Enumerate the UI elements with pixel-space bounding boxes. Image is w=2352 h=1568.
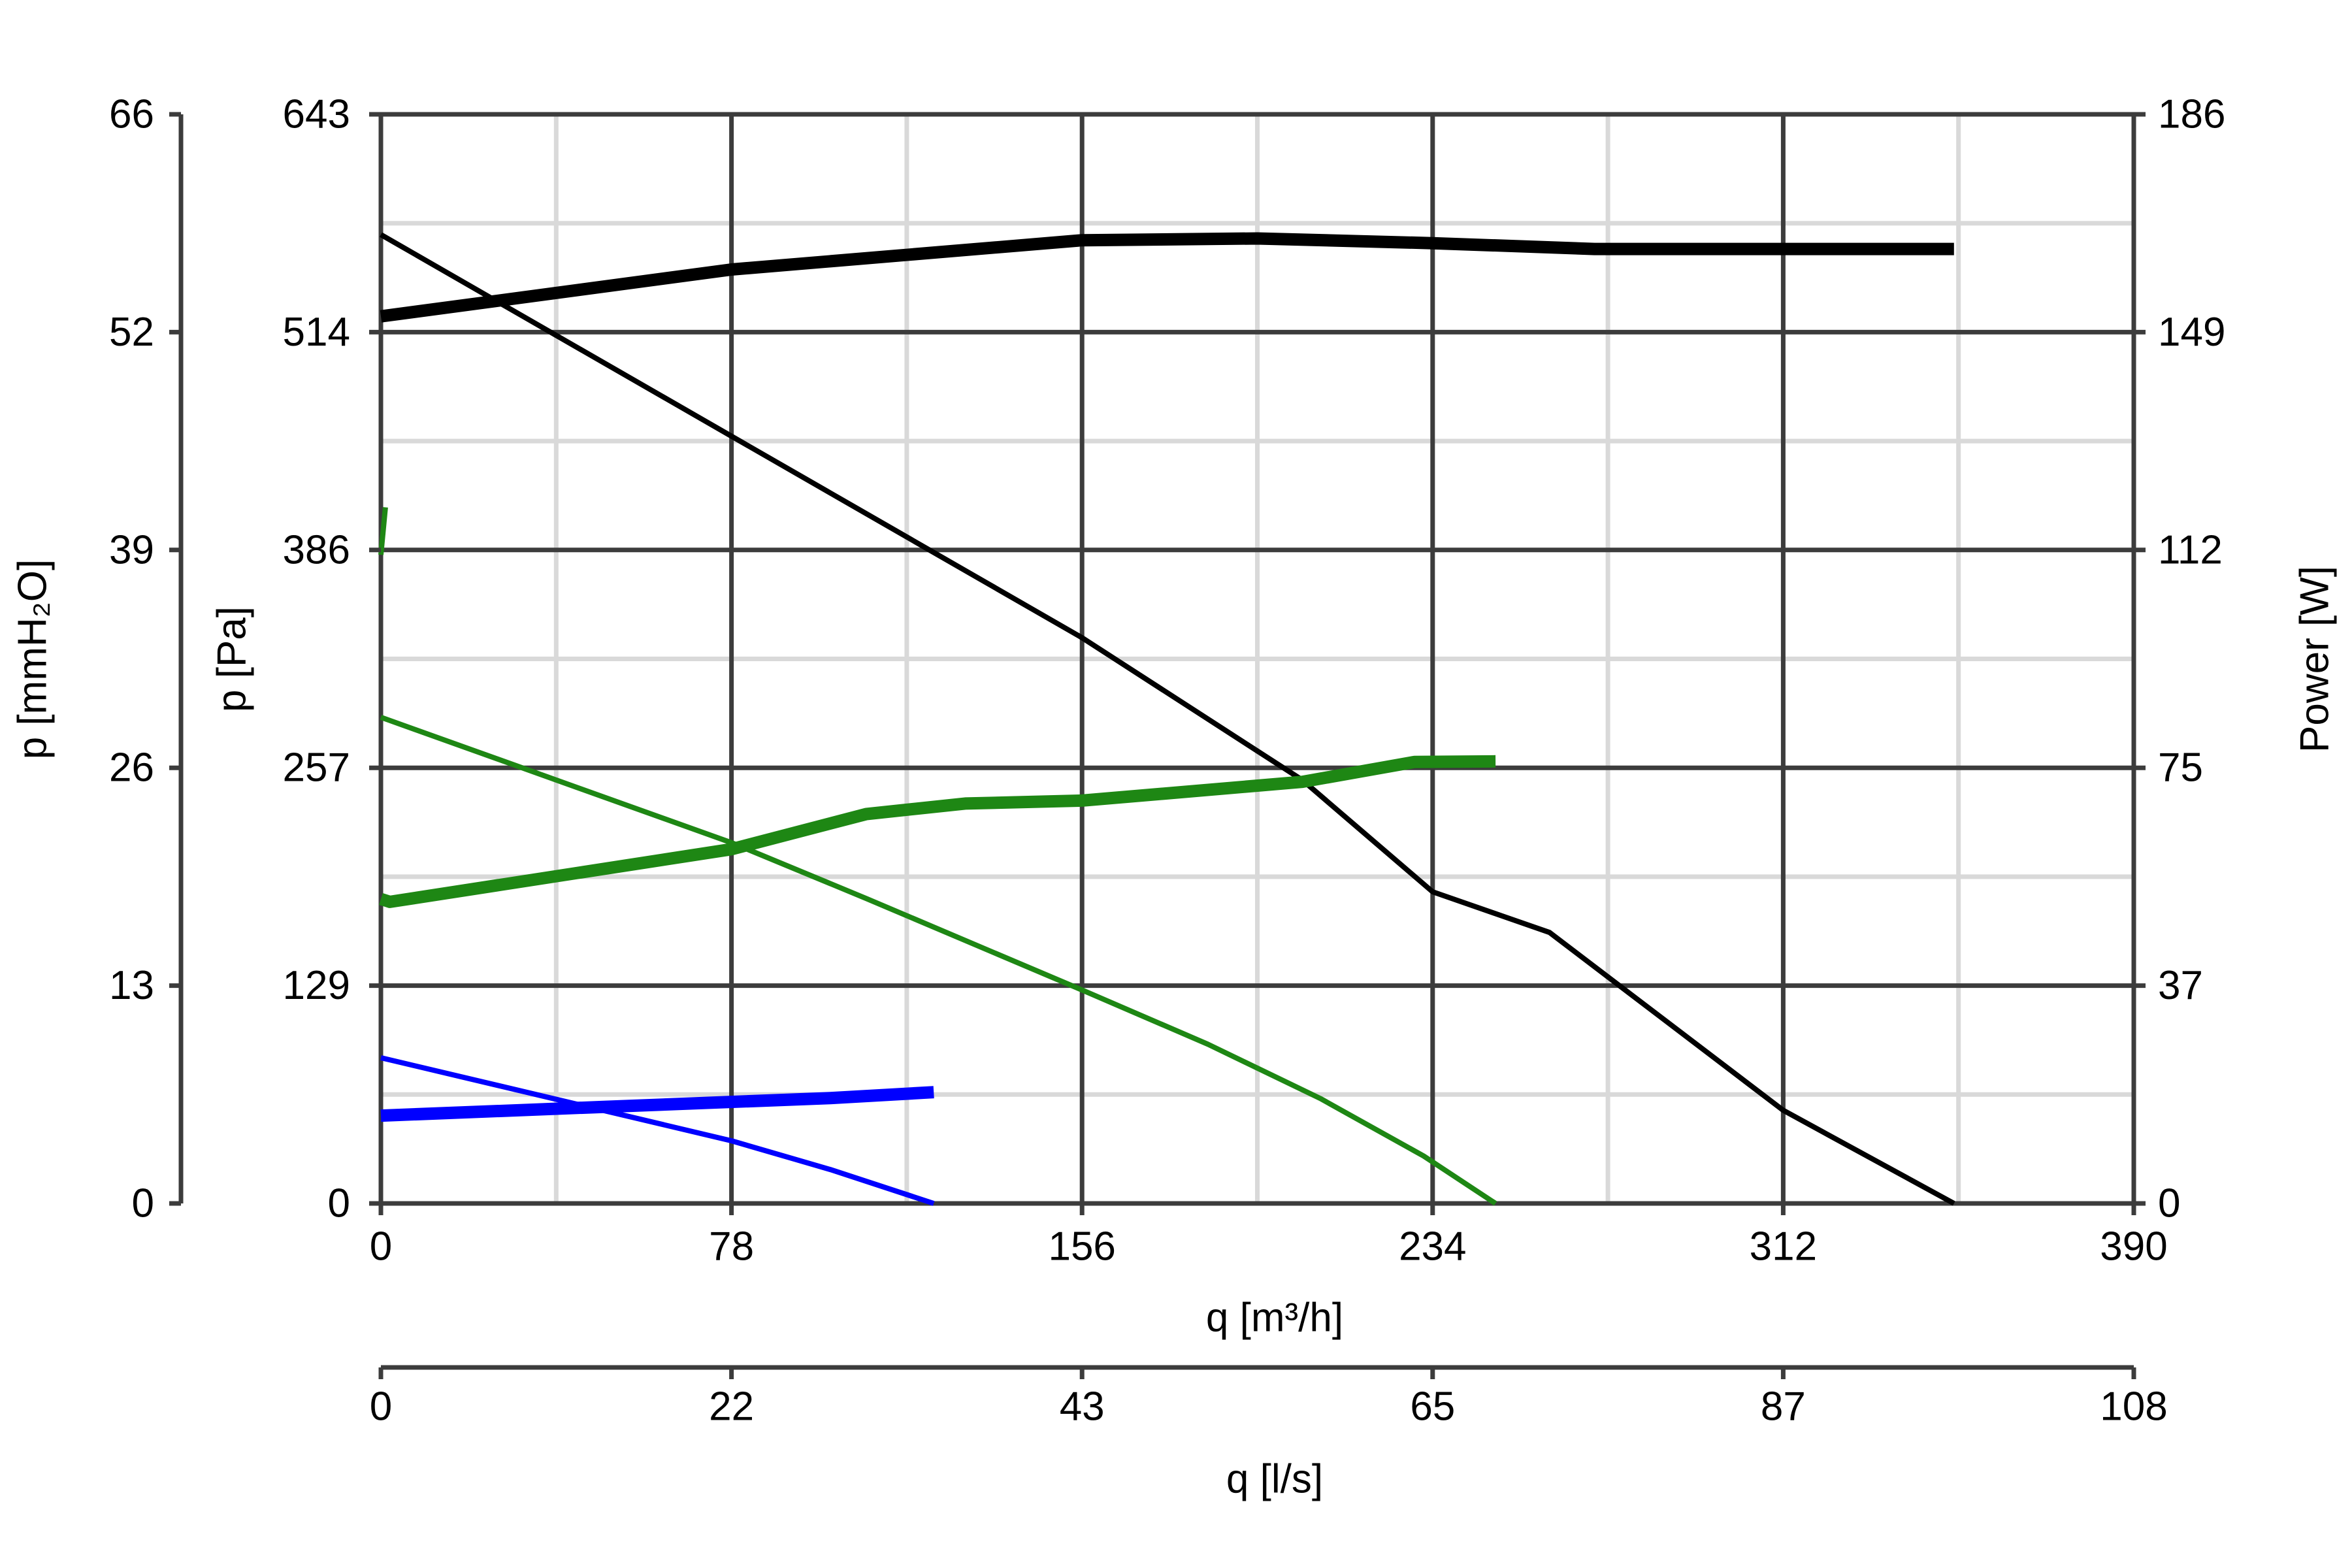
y-tick-label: 643 [283, 92, 350, 137]
y-tick-label: 129 [283, 963, 350, 1008]
black-power-curve-1 [380, 232, 1954, 323]
x-tick-label: 390 [2100, 1224, 2167, 1269]
secondary-y-tick-label: 39 [109, 527, 154, 572]
secondary-y-tick-label: 13 [109, 963, 154, 1008]
secondary-x-tick-label: 65 [1410, 1384, 1455, 1429]
black-pressure-curve-0 [380, 232, 1955, 1206]
y-axis-label-pa: p [Pa] [210, 606, 255, 712]
major-gridlines [381, 114, 2134, 1203]
x-tick-label: 234 [1399, 1224, 1466, 1269]
green-pressure-curve-4 [378, 507, 388, 555]
secondary-x-tick-label: 108 [2100, 1384, 2167, 1429]
x-tick-label: 78 [709, 1224, 754, 1269]
secondary-y-tick-label: 0 [132, 1181, 154, 1226]
y-tick-label: 257 [283, 745, 350, 791]
y-tick-label: 514 [283, 310, 350, 355]
y-right-tick-label: 0 [2158, 1181, 2180, 1226]
plot-frame [378, 112, 2136, 1206]
secondary-y-tick-label: 26 [109, 745, 154, 791]
x-tick-label: 156 [1048, 1224, 1115, 1269]
minor-gridlines [381, 114, 2134, 1203]
x-axis-label-m3h: q [m³/h] [1206, 1296, 1343, 1341]
secondary-x-tick-label: 43 [1060, 1384, 1105, 1429]
y-right-tick-label: 186 [2158, 92, 2225, 137]
y-axis-label-power: Power [W] [2293, 566, 2338, 753]
x-axis-label-ls: q [l/s] [1226, 1457, 1323, 1502]
y-right-tick-label: 112 [2158, 527, 2223, 572]
y-right-tick-label: 75 [2158, 745, 2203, 791]
secondary-y-tick-label: 52 [109, 310, 154, 355]
secondary-x-tick-label: 87 [1761, 1384, 1806, 1429]
blue-pressure-curve-5 [380, 1055, 935, 1206]
green-power-curve-3 [379, 755, 1496, 908]
x-tick-label: 312 [1750, 1224, 1817, 1269]
blue-power-curve-6 [380, 1086, 934, 1122]
y-right-tick-label: 149 [2158, 310, 2225, 355]
secondary-x-tick-label: 0 [370, 1384, 392, 1429]
x-tick-label: 0 [370, 1224, 392, 1269]
y-tick-label: 386 [283, 527, 350, 572]
y-tick-label: 0 [328, 1181, 350, 1226]
axes [169, 112, 2146, 1379]
data-series [378, 232, 1955, 1206]
green-pressure-curve-2 [380, 715, 1497, 1206]
y-axis-label-mmh2o: p [mmH₂O] [10, 559, 56, 760]
secondary-x-tick-label: 22 [709, 1384, 754, 1429]
y-right-tick-label: 37 [2158, 963, 2203, 1008]
secondary-y-tick-label: 66 [109, 92, 154, 137]
